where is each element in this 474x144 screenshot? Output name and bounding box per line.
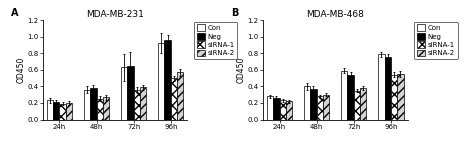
Bar <box>360 88 366 120</box>
Bar <box>310 89 317 120</box>
Bar <box>317 96 323 120</box>
Bar <box>134 90 140 120</box>
Bar <box>347 75 354 120</box>
Bar <box>378 54 384 120</box>
Bar <box>391 75 397 120</box>
Bar <box>121 67 128 120</box>
Bar <box>384 57 391 120</box>
Title: MDA-MB-231: MDA-MB-231 <box>86 10 144 19</box>
Bar <box>84 90 90 120</box>
Bar <box>140 87 146 120</box>
Text: B: B <box>231 8 238 18</box>
Bar <box>354 91 360 120</box>
Y-axis label: OD450: OD450 <box>17 57 26 83</box>
Bar <box>164 40 171 120</box>
Bar <box>103 97 109 120</box>
Title: MDA-MB-468: MDA-MB-468 <box>306 10 364 19</box>
Bar <box>323 95 329 120</box>
Bar <box>341 71 347 120</box>
Bar <box>177 72 183 120</box>
Bar <box>273 98 280 120</box>
Bar <box>397 74 403 120</box>
Bar <box>59 104 66 120</box>
Legend: Con, Neg, siRNA-1, siRNA-2: Con, Neg, siRNA-1, siRNA-2 <box>194 22 237 59</box>
Bar <box>286 101 292 120</box>
Bar <box>171 78 177 120</box>
Bar <box>267 96 273 120</box>
Bar <box>128 66 134 120</box>
Y-axis label: OD450: OD450 <box>237 57 246 83</box>
Bar <box>280 101 286 120</box>
Bar <box>47 101 53 120</box>
Text: A: A <box>11 8 18 18</box>
Bar <box>97 99 103 120</box>
Bar <box>90 88 97 120</box>
Bar <box>66 103 72 120</box>
Legend: Con, Neg, siRNA-1, siRNA-2: Con, Neg, siRNA-1, siRNA-2 <box>414 22 457 59</box>
Bar <box>304 86 310 120</box>
Bar <box>53 102 59 120</box>
Bar <box>158 43 164 120</box>
